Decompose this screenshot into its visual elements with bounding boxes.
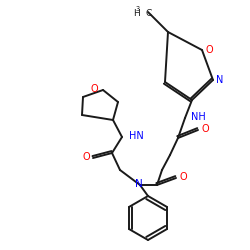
Text: N: N bbox=[135, 179, 143, 189]
Text: O: O bbox=[205, 45, 213, 55]
Text: O: O bbox=[82, 152, 90, 162]
Text: NH: NH bbox=[191, 112, 206, 122]
Text: O: O bbox=[201, 124, 209, 134]
Text: N: N bbox=[216, 75, 224, 85]
Text: O: O bbox=[90, 84, 98, 94]
Text: C: C bbox=[146, 8, 152, 18]
Text: HN: HN bbox=[129, 131, 144, 141]
Text: H: H bbox=[133, 8, 140, 18]
Text: 3: 3 bbox=[136, 6, 140, 12]
Text: O: O bbox=[179, 172, 187, 182]
